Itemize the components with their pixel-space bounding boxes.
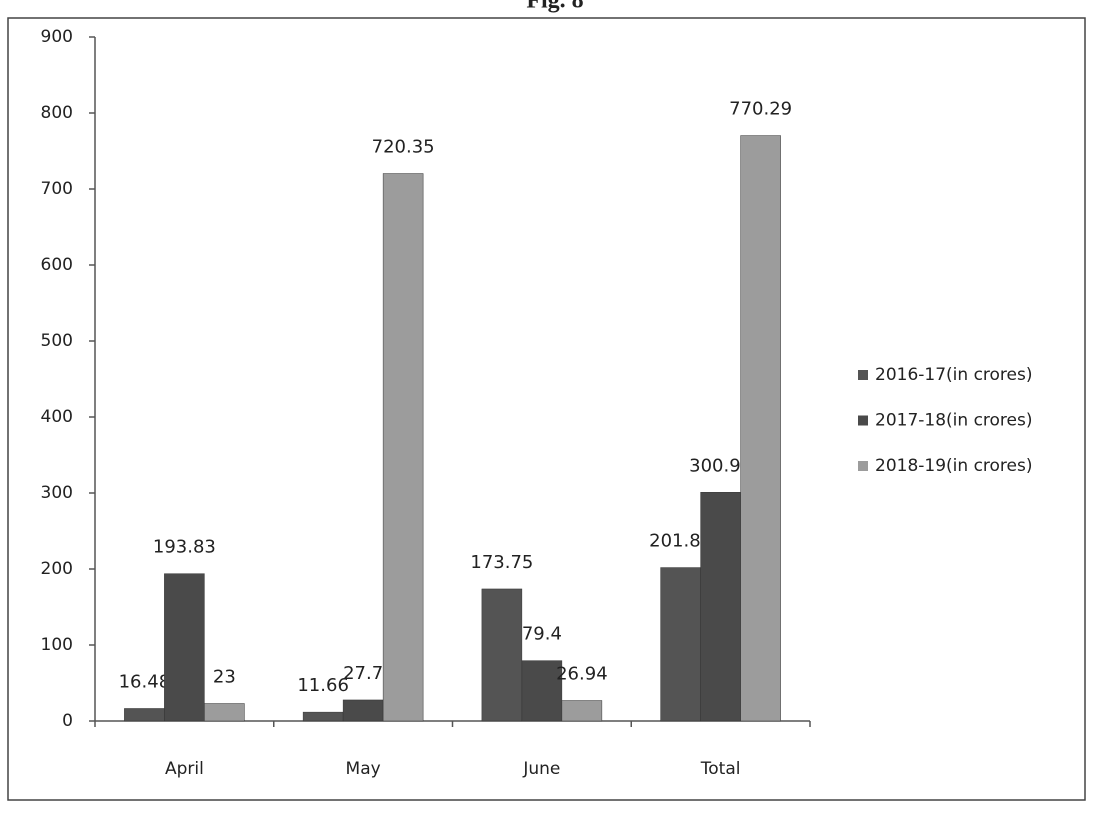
value-label: 300.93 [689,455,752,476]
chart-title: Fig. 8 [526,0,583,14]
bar [481,588,523,722]
legend-swatch [858,370,868,380]
bar [204,703,245,722]
value-label: 11.66 [297,675,349,696]
y-tick-label: 200 [41,559,73,579]
value-label: 23 [213,667,236,688]
x-tick-label: May [346,759,381,779]
value-label: 79.4 [522,624,562,645]
value-label: 173.75 [470,552,533,573]
y-tick-label: 900 [41,27,73,47]
y-tick-label: 500 [41,331,73,351]
y-tick-label: 700 [41,179,73,199]
bar [660,567,701,722]
legend-label: 2017-18(in crores) [875,411,1033,431]
value-label: 27.7 [343,663,383,684]
bar [164,573,205,722]
bar [561,700,603,722]
y-tick-label: 400 [41,407,73,427]
value-label: 193.83 [153,537,216,558]
y-tick-label: 0 [62,711,73,731]
legend-swatch [858,415,868,426]
y-tick-label: 600 [41,255,73,275]
legend-swatch [858,461,868,471]
chart-frame [7,17,1086,801]
bar [700,492,741,722]
x-tick-label: April [165,759,204,779]
bar [740,135,781,722]
y-tick-label: 800 [41,103,73,123]
legend-label: 2016-17(in crores) [875,365,1033,385]
y-tick-label: 300 [41,483,73,503]
bar [342,699,384,722]
bar [382,173,424,722]
bar [124,708,165,722]
title-mask [500,0,620,16]
value-label: 201.89 [649,531,712,552]
y-tick-label: 100 [41,635,73,655]
bar [521,660,563,722]
x-tick-label: Total [700,759,741,779]
value-label: 16.48 [119,671,171,692]
value-label: 720.35 [372,137,435,158]
legend-label: 2018-19(in crores) [875,456,1033,476]
x-tick-label: June [522,759,560,779]
value-label: 770.29 [729,99,792,120]
value-label: 26.94 [556,664,608,685]
bar [302,711,344,722]
